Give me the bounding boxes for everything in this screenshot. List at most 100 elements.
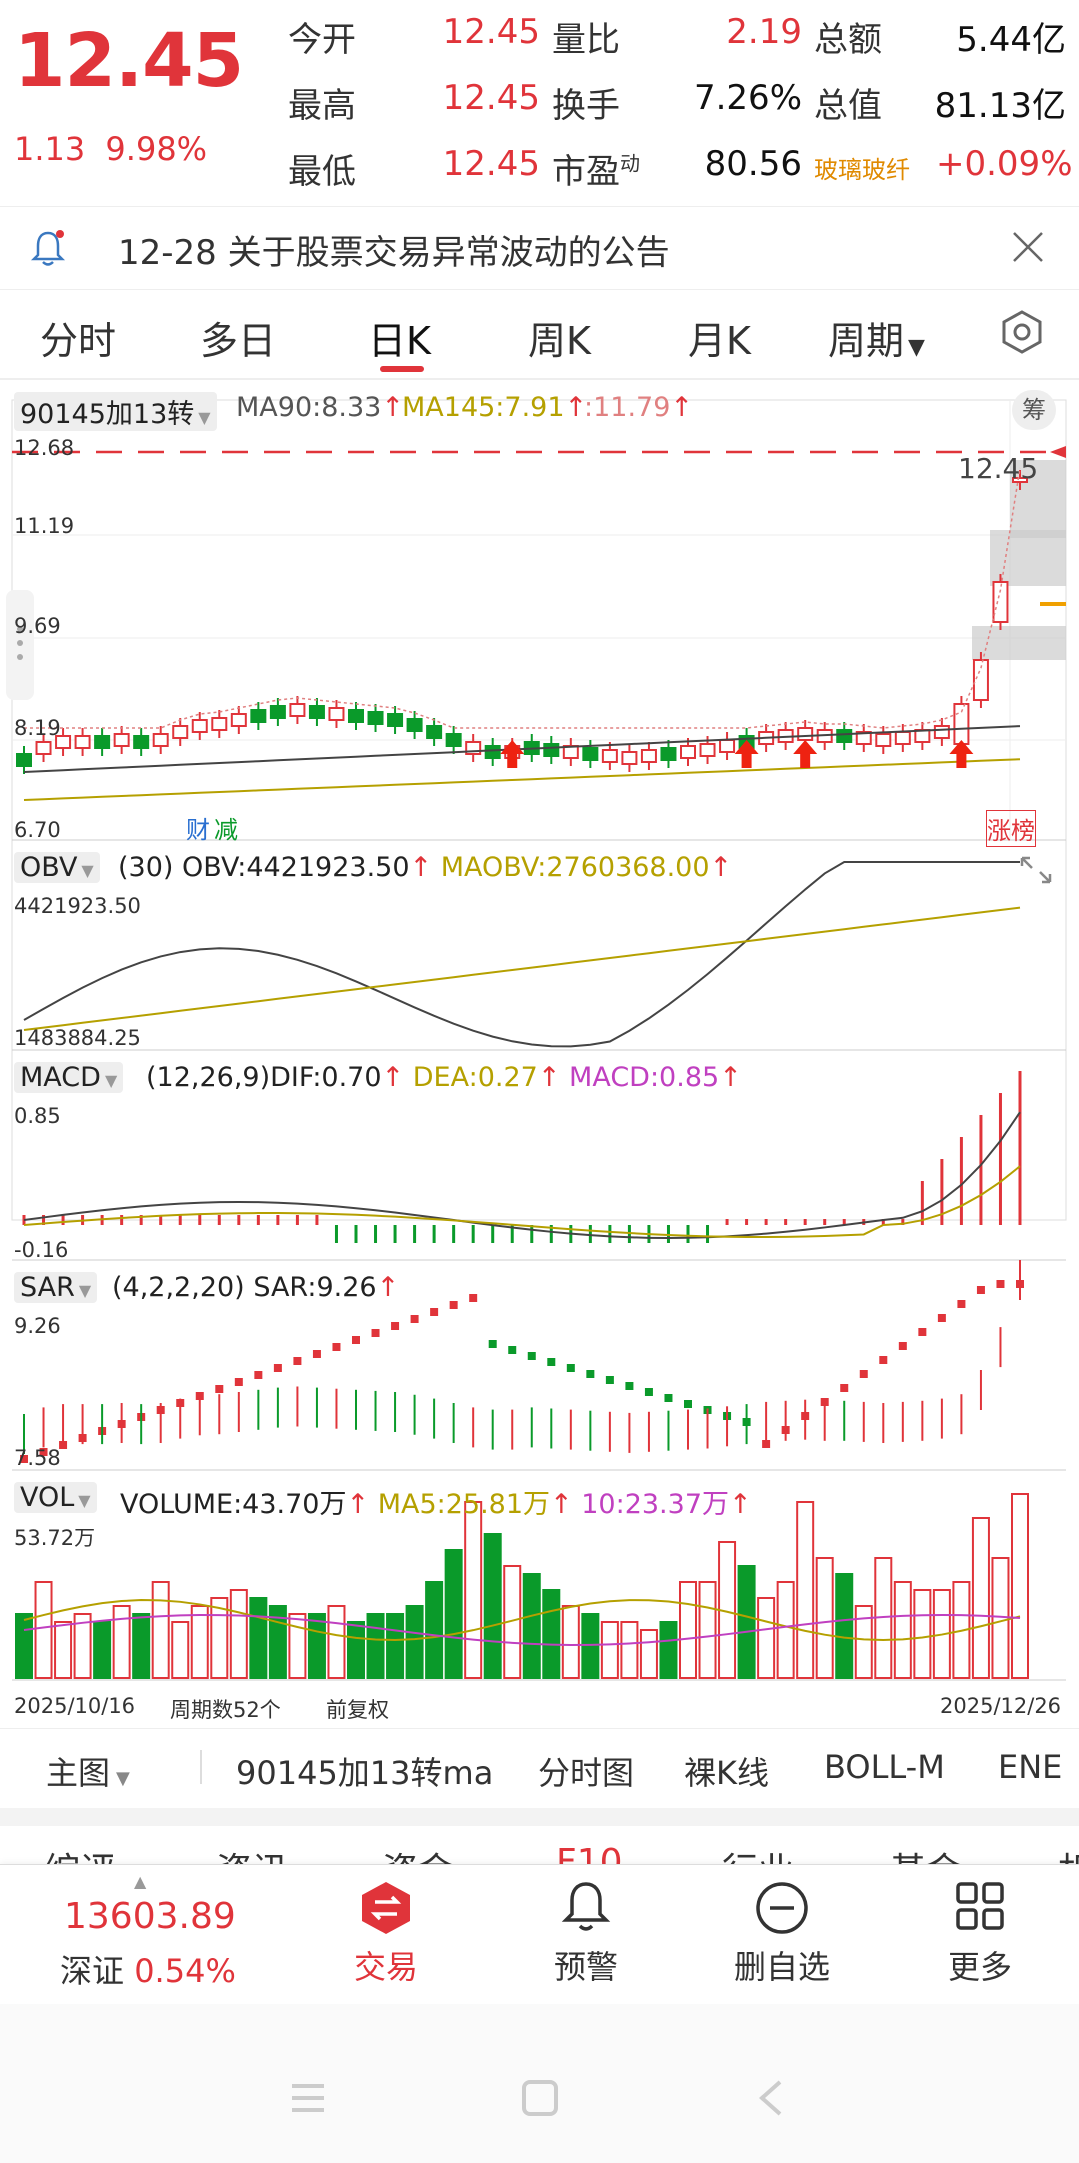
sar-dot: [937, 1314, 946, 1322]
tag-finance[interactable]: 财: [186, 816, 210, 844]
value-pe: 80.56: [704, 144, 802, 184]
divider: [0, 1808, 1079, 1826]
candlestick: [640, 749, 657, 763]
index-value[interactable]: 13603.89: [64, 1896, 236, 1937]
back-icon[interactable]: [756, 2078, 786, 2118]
tab-overview[interactable]: 综评: [44, 1842, 116, 1866]
dropdown-icon: ▼: [78, 1281, 92, 1300]
sar-dot: [469, 1294, 478, 1302]
vol-indicator-select[interactable]: VOL ▼: [14, 1482, 97, 1513]
volume-bar: [54, 1621, 73, 1679]
candlestick: [269, 705, 286, 719]
main-indicator-select[interactable]: 90145加13转 ▼: [14, 392, 217, 431]
value-turnover-rate: 7.26%: [693, 78, 802, 118]
up-arrow-marker: [793, 740, 818, 768]
side-drawer-handle[interactable]: [6, 590, 34, 700]
home-icon[interactable]: [520, 2078, 560, 2118]
ma145-label: MA145:7.91↑: [402, 392, 588, 423]
candlestick: [484, 745, 501, 759]
candlestick: [1012, 477, 1028, 483]
tag-limit-up[interactable]: 涨榜: [986, 810, 1036, 847]
menu-icon[interactable]: [288, 2080, 328, 2116]
sar-dot: [215, 1385, 224, 1393]
volume-bar: [1011, 1493, 1029, 1679]
dropdown-icon: ▼: [104, 1071, 118, 1090]
candlestick: [836, 729, 853, 743]
volume-bar: [620, 1621, 639, 1679]
tab-weekly-k[interactable]: 周K: [528, 319, 591, 363]
announcement-text: 12-28 关于股票交易异常波动的公告: [118, 233, 670, 273]
sar-dot: [976, 1286, 985, 1294]
index-info[interactable]: 深证 0.54%: [60, 1952, 236, 1990]
volume-bar: [561, 1605, 580, 1679]
macd-indicator-select[interactable]: MACD ▼: [14, 1062, 124, 1093]
volume-bar: [190, 1605, 209, 1679]
sar-dot: [410, 1315, 419, 1323]
label-turnover-amount: 总额: [814, 20, 882, 60]
tab-funds[interactable]: 资金: [382, 1842, 454, 1866]
candlestick: [621, 751, 638, 765]
option-naked-k[interactable]: 裸K线: [684, 1754, 769, 1792]
main-chart-option[interactable]: 主图 ▼: [46, 1754, 130, 1792]
date-start: 2025/10/16: [14, 1694, 136, 1718]
tab-industry[interactable]: 行业: [722, 1842, 794, 1866]
tab-daily-k[interactable]: 日K: [368, 319, 431, 363]
sar-dot: [273, 1364, 282, 1372]
change-percent: 9.98%: [105, 130, 208, 168]
volume-bar: [386, 1613, 405, 1679]
nav-alert[interactable]: 预警: [553, 1948, 618, 1986]
candlestick: [367, 711, 384, 725]
candlestick: [152, 733, 169, 747]
obv-line: [23, 861, 1020, 1048]
vol-top-label: 53.72万: [14, 1526, 96, 1550]
adjust-mode[interactable]: 前复权: [326, 1698, 389, 1722]
tab-fund[interactable]: 基金: [890, 1842, 962, 1866]
last-price-label: 12.45: [958, 452, 1039, 485]
sar-dot: [234, 1378, 243, 1386]
sector-name[interactable]: 玻璃玻纤: [814, 156, 910, 184]
nav-trade[interactable]: 交易: [353, 1948, 418, 1986]
tab-more-partial[interactable]: 机: [1058, 1842, 1079, 1866]
tag-reduce[interactable]: 减: [214, 816, 238, 844]
sar-dot: [918, 1328, 927, 1336]
sar-dot: [254, 1371, 263, 1379]
value-open: 12.45: [442, 12, 540, 52]
macd-bottom-label: -0.16: [14, 1238, 69, 1262]
candlestick: [328, 707, 345, 721]
option-ma[interactable]: 90145加13转ma: [236, 1754, 494, 1792]
tab-news[interactable]: 资讯: [216, 1842, 288, 1866]
option-ene[interactable]: ENE: [998, 1748, 1063, 1786]
sar-indicator-select[interactable]: SAR ▼: [14, 1272, 98, 1303]
expand-up-icon[interactable]: ▲: [134, 1872, 147, 1891]
expand-icon[interactable]: [1016, 852, 1056, 888]
active-tab-indicator: [380, 366, 424, 372]
obv-indicator-select[interactable]: OBV ▼: [14, 852, 100, 883]
sar-dot: [664, 1394, 673, 1402]
candlestick: [445, 733, 462, 747]
tab-monthly-k[interactable]: 月K: [688, 319, 751, 363]
sar-dot: [39, 1448, 48, 1456]
value-market-cap: 81.13亿: [934, 86, 1066, 126]
sar-dot: [20, 1455, 28, 1463]
dropdown-icon: ▼: [78, 1491, 91, 1510]
announcement-bar[interactable]: 12-28 关于股票交易异常波动的公告: [0, 206, 1079, 290]
option-intraday-chart[interactable]: 分时图: [538, 1754, 635, 1792]
volume-bar: [483, 1533, 502, 1679]
option-boll[interactable]: BOLL-M: [824, 1748, 945, 1786]
chips-button[interactable]: 筹: [1012, 390, 1056, 430]
candlestick: [387, 713, 404, 727]
tab-period[interactable]: 周期 ▼: [828, 319, 925, 363]
tab-f10[interactable]: F10: [556, 1842, 623, 1866]
kline-chart-area[interactable]: [0, 380, 1079, 1720]
tab-intraday[interactable]: 分时: [40, 319, 117, 363]
dropdown-icon: ▼: [81, 861, 94, 880]
candlestick: [875, 733, 892, 747]
close-icon[interactable]: [1010, 229, 1046, 265]
settings-icon[interactable]: [998, 308, 1046, 356]
nav-remove-watchlist[interactable]: 删自选: [733, 1948, 830, 1986]
nav-more[interactable]: 更多: [947, 1948, 1012, 1986]
tab-multi-day[interactable]: 多日: [200, 319, 277, 363]
volume-bar: [249, 1597, 268, 1679]
sector-change: +0.09%: [936, 144, 1073, 184]
volume-bar: [151, 1581, 170, 1679]
